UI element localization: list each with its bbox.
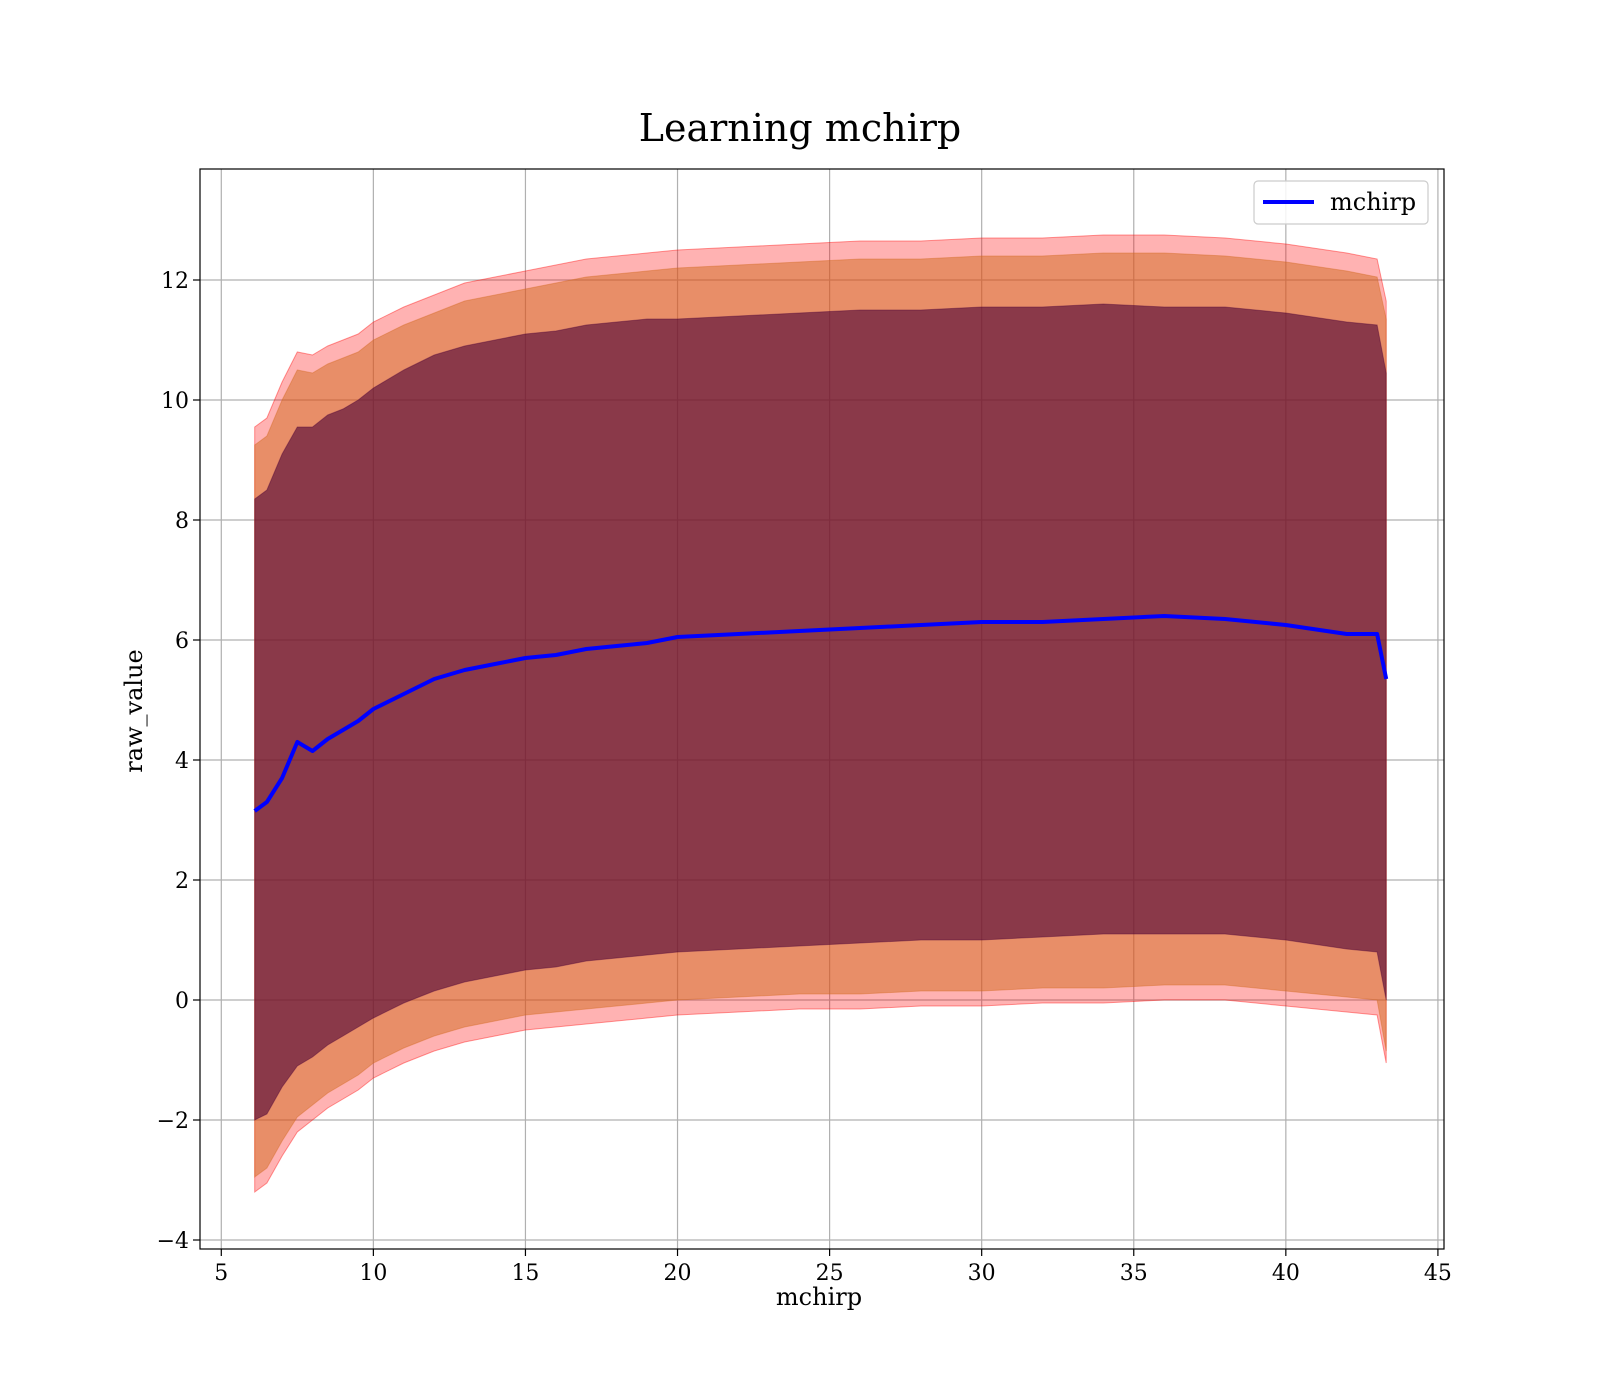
y-tick-label: 8 — [175, 509, 189, 534]
x-tick-label: 5 — [214, 1261, 228, 1286]
y-tick-label: −4 — [157, 1229, 189, 1254]
y-tick-label: 2 — [175, 869, 189, 894]
x-tick-label: 40 — [1272, 1261, 1300, 1286]
confidence-band-2 — [254, 303, 1387, 1121]
x-tick-label: 15 — [511, 1261, 539, 1286]
series-layer — [253, 614, 1389, 813]
x-tick-label: 35 — [1120, 1261, 1148, 1286]
x-axis-label: mchirp — [776, 1283, 862, 1311]
x-tick-label: 30 — [968, 1261, 996, 1286]
y-tick-label: 6 — [175, 629, 189, 654]
plot-frame — [199, 168, 1445, 1250]
band-layer — [254, 234, 1387, 1193]
y-tick-label: 0 — [175, 989, 189, 1014]
x-axis-ticks: 5 10 15 20 25 30 35 40 45 — [214, 1249, 1452, 1286]
legend: mchirp — [1253, 180, 1429, 225]
y-tick-label: 4 — [175, 749, 189, 774]
x-tick-label: 45 — [1424, 1261, 1452, 1286]
y-tick-label: 12 — [161, 269, 189, 294]
y-axis-label: raw_value — [120, 649, 148, 773]
x-tick-label: 10 — [359, 1261, 387, 1286]
x-tick-label: 20 — [664, 1261, 692, 1286]
legend-label: mchirp — [1330, 188, 1416, 216]
series-line-0 — [253, 614, 1389, 813]
chart-title: Learning mchirp — [639, 106, 961, 150]
y-tick-label: −2 — [157, 1109, 189, 1134]
y-axis-ticks: −4 −2 0 2 4 6 8 10 12 — [157, 269, 200, 1254]
legend-box — [1253, 180, 1429, 225]
x-tick-label: 25 — [816, 1261, 844, 1286]
y-tick-label: 10 — [161, 389, 189, 414]
